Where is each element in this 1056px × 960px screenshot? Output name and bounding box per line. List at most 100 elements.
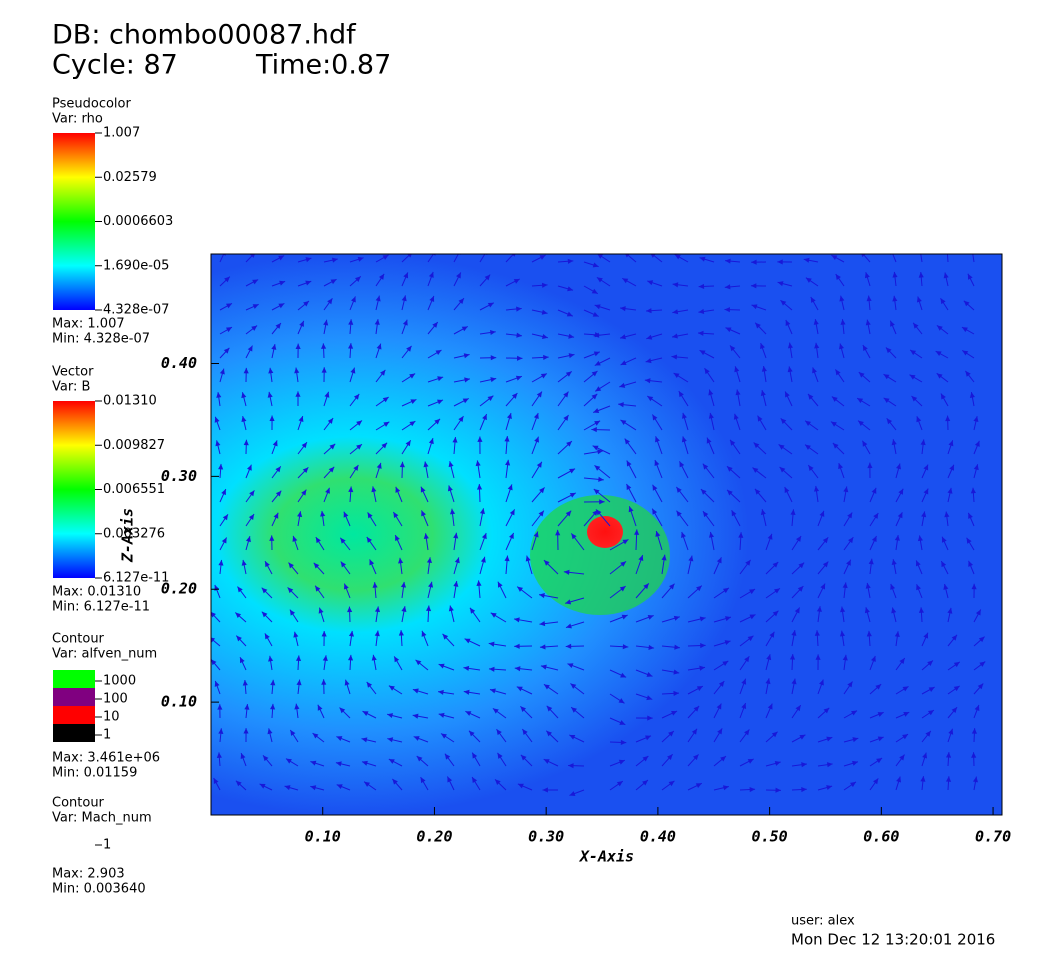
- vector-head: [652, 484, 658, 491]
- vector-head: [851, 710, 858, 716]
- contour-label: 1: [103, 728, 111, 743]
- vector-head: [566, 311, 573, 317]
- vector-head: [951, 707, 958, 714]
- vector-head: [655, 436, 660, 443]
- vector-head: [738, 532, 744, 538]
- vector-head: [382, 254, 389, 260]
- vector-head: [622, 644, 629, 650]
- vector-head: [733, 413, 739, 420]
- vector-head: [772, 610, 779, 617]
- vector-head: [218, 728, 224, 734]
- vector-head: [437, 376, 444, 382]
- contour-swatch: [53, 670, 95, 688]
- vector-head: [645, 735, 652, 741]
- vector-head: [328, 466, 335, 473]
- legend-max: Max: 3.461e+06: [52, 751, 160, 766]
- vector-head: [563, 391, 569, 398]
- vector-head: [546, 705, 553, 712]
- vector-glyph: [946, 254, 949, 263]
- vector-head: [681, 436, 687, 443]
- vector-head: [823, 707, 830, 714]
- vector-head: [894, 535, 900, 541]
- vector-head: [747, 758, 754, 764]
- vector-head: [321, 679, 327, 685]
- vector-head: [722, 587, 729, 594]
- vector-head: [970, 254, 973, 255]
- vector-head: [644, 378, 651, 384]
- vector-head: [646, 334, 653, 340]
- vector-head: [873, 778, 879, 785]
- vector-head: [963, 300, 970, 307]
- vector-head: [591, 288, 598, 294]
- vector-head: [876, 758, 883, 764]
- y-axis-title: Z-Axis: [119, 508, 137, 563]
- vector-head: [597, 254, 604, 259]
- vector-head: [702, 511, 709, 518]
- vector-head: [916, 584, 921, 591]
- vector-head: [744, 729, 750, 736]
- vector-head: [514, 666, 521, 672]
- vector-head: [620, 360, 627, 366]
- color-bar-label: 6.127e-11: [103, 571, 169, 586]
- vector-head: [902, 734, 909, 740]
- vector-head: [945, 776, 952, 782]
- vector-head: [801, 762, 807, 768]
- vector-head: [626, 460, 632, 467]
- vector-head: [791, 630, 797, 636]
- vector-head: [284, 785, 291, 791]
- vector-head: [669, 583, 675, 590]
- vector-head: [751, 304, 758, 310]
- vector-head: [720, 756, 726, 762]
- vector-head: [835, 369, 841, 376]
- vector-head: [295, 391, 301, 397]
- vector-head: [655, 530, 661, 537]
- vector-head: [826, 785, 833, 791]
- vector-head: [504, 555, 510, 562]
- vector-head: [497, 752, 503, 759]
- vector-head: [447, 485, 453, 492]
- vector-head: [388, 685, 395, 691]
- vector-glyph: [625, 254, 637, 263]
- vector-head: [971, 752, 977, 758]
- vector-head: [320, 510, 326, 517]
- vector-head: [674, 644, 680, 650]
- vector-head: [724, 640, 731, 646]
- vector-head: [235, 780, 242, 787]
- vector-head: [805, 444, 811, 450]
- vector-head: [546, 730, 552, 737]
- vector-head: [507, 484, 513, 491]
- vector-head: [539, 487, 545, 494]
- vector-head: [622, 278, 629, 284]
- vector-head: [706, 437, 712, 444]
- vector-head: [787, 366, 793, 373]
- vector-head: [453, 581, 459, 587]
- vector-head: [461, 326, 468, 332]
- vector-head: [438, 663, 445, 669]
- vector-head: [271, 344, 277, 350]
- vector-head: [369, 559, 375, 566]
- vector-head: [243, 367, 249, 374]
- vector-head: [339, 707, 346, 714]
- vector-head: [949, 464, 954, 471]
- color-bar-label: 1.690e-05: [103, 258, 169, 273]
- vector-head: [477, 436, 483, 442]
- vector-head: [351, 296, 356, 303]
- vector-head: [249, 490, 255, 497]
- vector-head: [398, 557, 404, 564]
- vector-head: [941, 561, 947, 568]
- vector-head: [488, 666, 495, 672]
- vector-head: [805, 420, 812, 426]
- vector-head: [374, 319, 380, 325]
- vector-head: [517, 586, 524, 592]
- vector-head: [810, 296, 816, 303]
- vector-head: [744, 656, 750, 663]
- vector-head: [654, 460, 660, 467]
- vector-head: [923, 632, 929, 639]
- vector-head: [533, 531, 539, 538]
- vector-head: [979, 661, 986, 667]
- vector-head: [437, 399, 444, 405]
- vector-head: [735, 389, 741, 396]
- vector-head: [891, 607, 897, 614]
- vector-head: [883, 374, 890, 380]
- vector-head: [323, 319, 329, 326]
